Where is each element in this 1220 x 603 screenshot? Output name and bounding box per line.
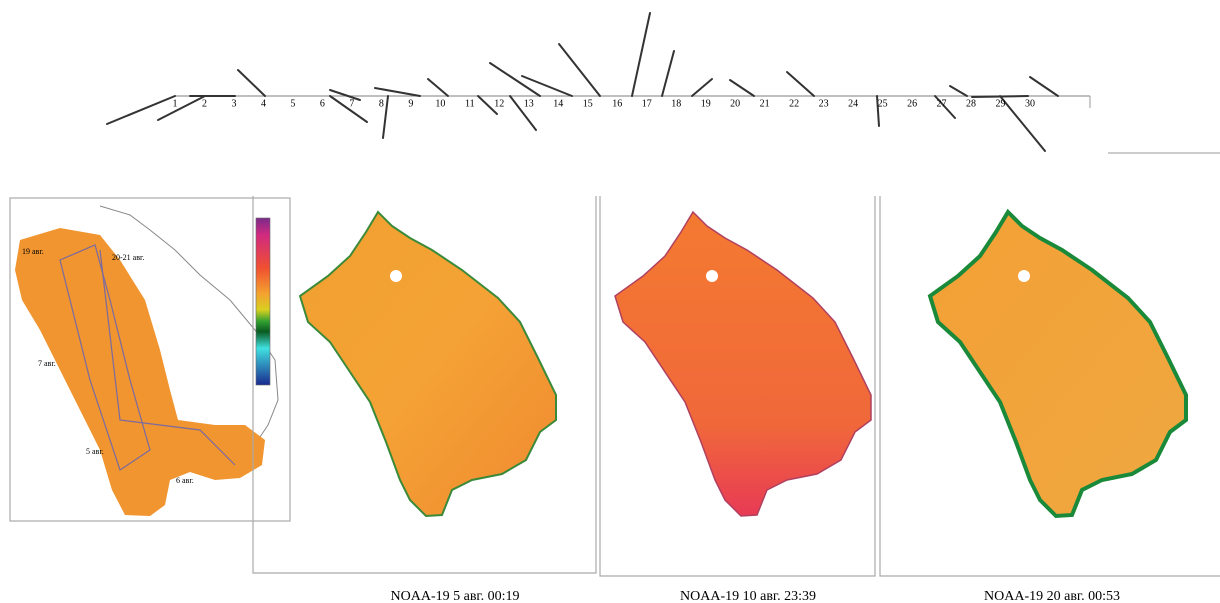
island — [1018, 270, 1030, 282]
sst-map — [615, 212, 871, 516]
day-label: 13 — [524, 98, 534, 109]
panel-1 — [253, 196, 596, 573]
wind-stick — [522, 76, 572, 96]
wind-stick — [692, 79, 712, 96]
day-label: 30 — [1025, 98, 1035, 109]
day-label: 17 — [642, 98, 652, 109]
wind-stick — [107, 96, 175, 124]
inset-label: 19 авг. — [22, 247, 44, 256]
day-label: 28 — [966, 98, 976, 109]
inset-map: 19 авг. 20-21 авг. 7 авг. 5 авг. 6 авг. — [10, 198, 290, 521]
caption: NOAA-19 5 авг. 00:19 — [391, 589, 520, 603]
day-label: 8 — [379, 98, 384, 109]
day-label: 11 — [465, 98, 475, 109]
day-label: 5 — [290, 98, 295, 109]
panel-2 — [600, 196, 875, 576]
wind-stick — [1000, 96, 1045, 151]
day-label: 9 — [408, 98, 413, 109]
day-label: 29 — [996, 98, 1006, 109]
wind-stick — [730, 80, 754, 96]
day-label: 25 — [878, 98, 888, 109]
day-label: 26 — [907, 98, 917, 109]
day-label: 23 — [819, 98, 829, 109]
day-label: 12 — [494, 98, 504, 109]
sst-map — [300, 212, 556, 516]
page: 1234567891011121314151617181920212223242… — [0, 0, 1220, 603]
day-label: 7 — [349, 98, 354, 109]
panel-3 — [880, 196, 1220, 576]
day-label: 10 — [435, 98, 445, 109]
day-label: 4 — [261, 98, 266, 109]
wind-stick — [662, 51, 674, 96]
day-label: 24 — [848, 98, 858, 109]
inset-label: 5 авг. — [86, 447, 104, 456]
day-label: 2 — [202, 98, 207, 109]
wind-stick — [632, 13, 650, 96]
wind-sticks — [107, 13, 1220, 153]
wind-stick — [238, 70, 265, 96]
wind-stick — [375, 88, 420, 96]
day-label: 16 — [612, 98, 622, 109]
colorbar — [256, 218, 270, 385]
inset-label: 20-21 авг. — [112, 253, 144, 262]
day-label: 3 — [231, 98, 236, 109]
day-label: 21 — [760, 98, 770, 109]
wind-stick — [787, 72, 814, 96]
day-label: 15 — [583, 98, 593, 109]
day-label: 18 — [671, 98, 681, 109]
islands — [390, 270, 1030, 282]
day-label: 20 — [730, 98, 740, 109]
day-label: 6 — [320, 98, 325, 109]
wind-stick — [428, 79, 448, 96]
caption: NOAA-19 20 авг. 00:53 — [984, 589, 1120, 603]
day-label: 14 — [553, 98, 563, 109]
figure: 1234567891011121314151617181920212223242… — [0, 0, 1220, 603]
inset-lagoon — [15, 228, 265, 516]
inset-label: 7 авг. — [38, 359, 56, 368]
inset-label: 6 авг. — [176, 476, 194, 485]
island — [706, 270, 718, 282]
island — [390, 270, 402, 282]
caption: NOAA-19 10 авг. 23:39 — [680, 589, 816, 603]
sst-map — [930, 212, 1186, 516]
wind-stick — [950, 86, 967, 96]
wind-stick — [1030, 77, 1058, 96]
day-label: 1 — [173, 98, 178, 109]
wind-stick — [559, 44, 600, 96]
day-label: 19 — [701, 98, 711, 109]
day-label: 27 — [937, 98, 947, 109]
day-label: 22 — [789, 98, 799, 109]
